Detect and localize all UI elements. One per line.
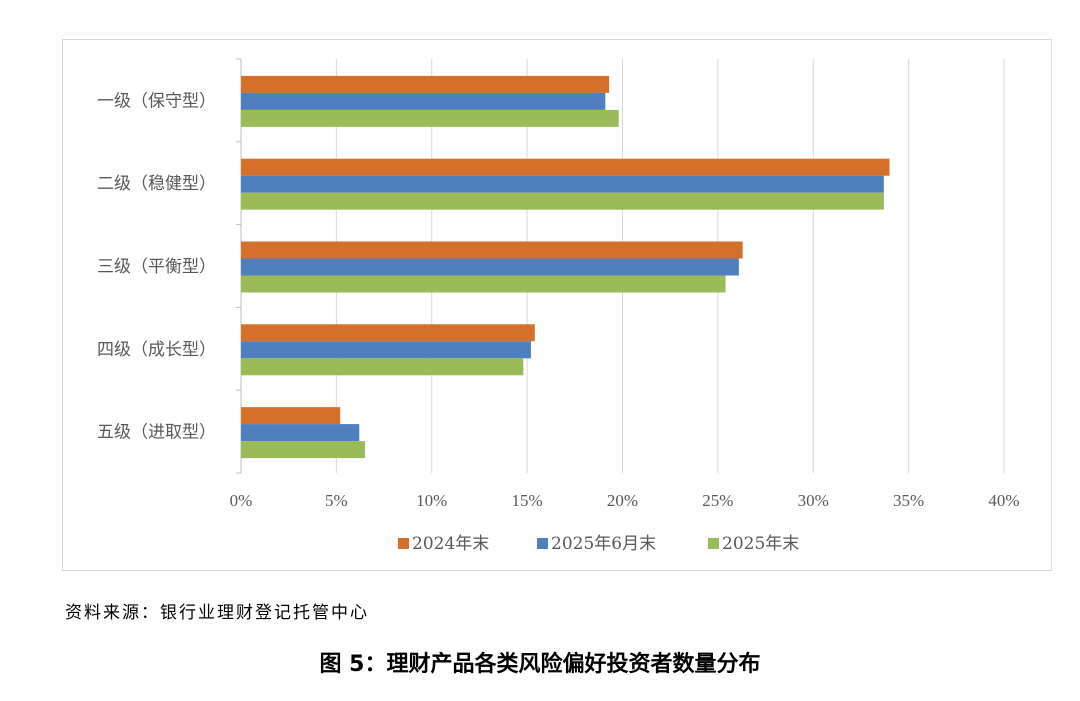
x-tick-label: 0% [230, 491, 253, 510]
y-category-label: 二级（稳健型） [97, 174, 216, 194]
y-category-label: 三级（平衡型） [97, 257, 216, 277]
bar-0-4 [241, 407, 341, 425]
legend-label: 2025年6月末 [551, 534, 656, 554]
legend-swatch [398, 538, 409, 549]
x-tick-label: 40% [988, 491, 1019, 510]
bar-0-1 [241, 158, 890, 176]
x-tick-label: 35% [893, 491, 924, 510]
x-tick-label: 25% [702, 491, 733, 510]
legend-label: 2024年末 [412, 534, 489, 554]
bar-1-3 [241, 341, 531, 359]
bar-1-4 [241, 424, 360, 442]
y-category-label: 一级（保守型） [97, 91, 216, 111]
bar-2-3 [241, 358, 524, 376]
bar-1-1 [241, 175, 884, 193]
chart-frame [62, 39, 1052, 571]
bar-1-0 [241, 92, 606, 110]
bar-1-2 [241, 258, 739, 276]
x-tick-label: 20% [607, 491, 638, 510]
x-tick-label: 30% [798, 491, 829, 510]
bar-0-2 [241, 241, 743, 259]
x-tick-label: 15% [512, 491, 543, 510]
bar-2-0 [241, 109, 619, 127]
bar-2-2 [241, 275, 726, 293]
legend-label: 2025年末 [722, 534, 799, 554]
figure-caption: 图 5：理财产品各类风险偏好投资者数量分布 [319, 652, 761, 677]
legend-swatch [537, 538, 548, 549]
source-note: 资料来源：银行业理财登记托管中心 [65, 603, 369, 623]
legend-swatch [708, 538, 719, 549]
bar-0-0 [241, 75, 610, 93]
bar-2-4 [241, 441, 365, 459]
x-tick-label: 10% [416, 491, 447, 510]
bar-2-1 [241, 192, 884, 210]
y-category-label: 五级（进取型） [97, 423, 216, 443]
x-tick-label: 5% [325, 491, 348, 510]
bar-0-3 [241, 324, 535, 342]
y-category-label: 四级（成长型） [97, 340, 216, 360]
